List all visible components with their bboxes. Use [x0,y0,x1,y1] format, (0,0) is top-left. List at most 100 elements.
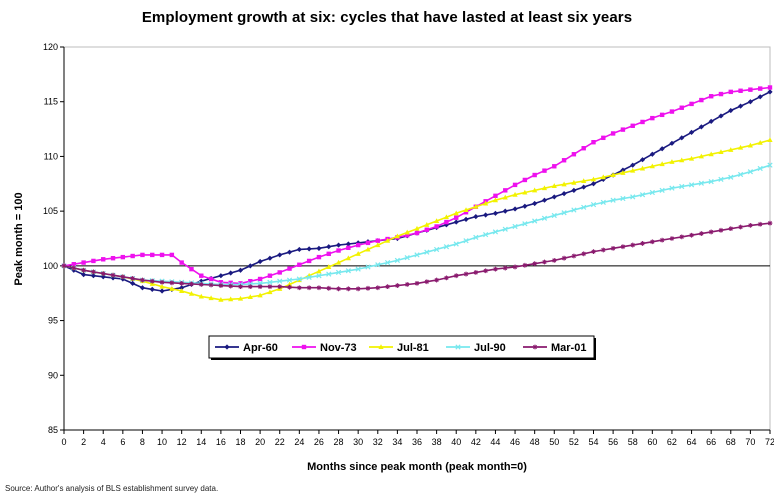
data-point-apr-60 [149,286,155,292]
data-point-jul-81 [355,251,361,256]
data-point-nov-73 [375,238,380,243]
legend-label: Jul-81 [397,342,429,354]
data-point-nov-73 [630,123,635,128]
data-point-nov-73 [728,89,733,95]
data-point-mar-01 [483,268,489,274]
x-tick-label: 70 [745,437,755,447]
x-tick-label: 4 [101,437,106,447]
legend-marker [301,344,307,350]
data-point-jul-81 [228,296,234,302]
data-point-mar-01 [630,242,636,248]
data-point-nov-73 [581,146,586,151]
data-point-mar-01 [61,263,67,269]
data-point-apr-60 [669,140,675,146]
data-point-apr-60 [345,241,351,247]
data-point-apr-60 [590,181,597,187]
data-point-nov-73 [689,101,694,107]
data-point-mar-01 [159,279,165,285]
legend-marker [224,344,230,350]
data-point-jul-90 [375,262,381,268]
x-tick-label: 42 [471,437,481,447]
data-point-jul-90 [532,218,538,224]
data-point-jul-81 [179,288,185,294]
data-point-nov-73 [610,131,616,136]
data-point-jul-90 [306,274,312,280]
x-tick-label: 0 [61,437,66,447]
data-point-mar-01 [336,286,341,292]
data-point-jul-90 [286,277,293,283]
data-point-mar-01 [669,236,675,241]
data-point-jul-81 [443,214,450,220]
chart-title: Employment growth at six: cycles that ha… [141,9,633,26]
data-point-nov-73 [218,280,224,285]
data-point-mar-01 [238,284,243,290]
plot-frame [63,46,771,431]
data-point-jul-81 [218,296,224,302]
x-tick-label: 44 [490,437,500,447]
data-point-mar-01 [738,224,743,230]
data-point-nov-73 [434,224,439,229]
y-tick-label: 90 [48,370,58,380]
data-point-nov-73 [601,135,606,141]
data-point-apr-60 [659,146,665,152]
data-point-jul-81 [659,161,665,167]
data-point-apr-60 [630,162,636,168]
data-point-jul-90 [581,204,587,210]
data-point-apr-60 [463,216,469,222]
data-point-nov-73 [297,262,302,267]
data-point-mar-01 [610,245,616,251]
data-point-nov-73 [424,227,430,232]
data-point-nov-73 [620,127,626,132]
data-point-jul-81 [434,218,440,223]
data-point-jul-81 [688,155,695,161]
data-point-jul-90 [659,187,665,193]
data-point-nov-73 [316,254,322,260]
x-tick-label: 60 [647,437,657,447]
data-point-nov-73 [718,91,724,97]
data-point-apr-60 [483,212,489,218]
data-point-mar-01 [698,231,704,236]
data-point-apr-60 [679,135,685,141]
data-point-mar-01 [355,286,361,292]
data-point-jul-81 [512,191,518,197]
series-mar-01 [61,220,773,292]
y-axis-title: Peak month = 100 [13,192,25,285]
data-point-jul-90 [316,273,322,279]
x-tick-label: 26 [314,437,324,447]
data-point-jul-90 [708,178,714,185]
data-point-apr-60 [532,200,538,207]
data-point-nov-73 [757,86,763,91]
data-point-nov-73 [669,109,675,114]
data-point-jul-81 [757,139,763,145]
data-point-mar-01 [747,222,753,228]
data-point-jul-81 [581,178,587,184]
data-point-jul-90 [345,268,351,274]
data-point-mar-01 [463,271,469,277]
data-point-mar-01 [316,285,322,291]
data-point-jul-90 [590,201,597,208]
data-point-apr-60 [228,270,234,276]
data-point-nov-73 [591,140,596,145]
data-point-nov-73 [561,158,567,163]
data-point-apr-60 [473,214,479,220]
data-point-apr-60 [81,272,87,278]
x-tick-label: 22 [275,437,285,447]
data-point-jul-90 [443,244,450,250]
data-point-nov-73 [277,270,282,275]
data-point-mar-01 [91,269,96,275]
data-point-jul-90 [718,176,724,183]
x-tick-label: 6 [120,437,125,447]
data-point-jul-90 [620,195,626,202]
data-point-jul-90 [414,252,420,258]
legend: Apr-60 Nov-73 Jul-81 Jul-90 Mar-01 [208,335,596,360]
data-point-apr-60 [90,273,97,279]
data-point-mar-01 [247,284,253,290]
y-tick-label: 115 [44,97,58,107]
data-point-jul-90 [669,185,675,191]
data-point-nov-73 [679,105,684,110]
data-point-nov-73 [414,230,420,236]
data-point-mar-01 [532,261,538,267]
data-point-mar-01 [571,253,577,259]
data-point-jul-81 [561,181,567,187]
data-point-apr-60 [551,194,557,200]
